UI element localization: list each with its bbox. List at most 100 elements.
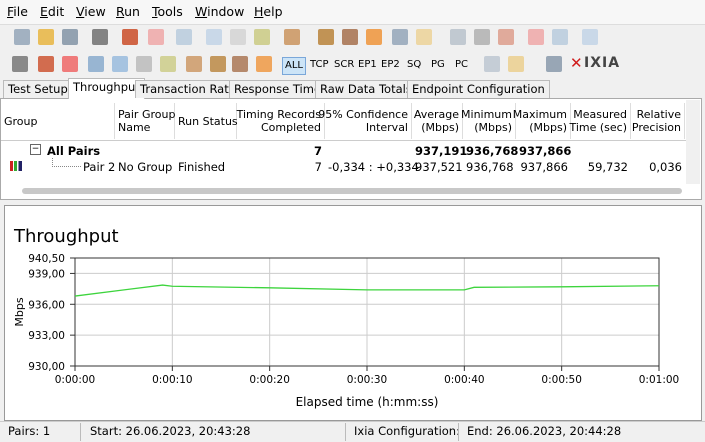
toolbar-button[interactable] — [254, 29, 270, 45]
column-header[interactable]: Relative Precision — [631, 103, 685, 139]
menu-item[interactable]: Tools — [152, 4, 183, 19]
x-tick-label: 0:01:00 — [639, 374, 679, 386]
column-header[interactable]: 95% Confidence Interval — [318, 103, 412, 139]
menu-item[interactable]: Edit — [40, 4, 65, 19]
toolbar-button[interactable] — [186, 56, 202, 72]
toolbar-button[interactable] — [366, 29, 382, 45]
header-text: (Mbps) — [474, 121, 512, 134]
table-cell: 937,866 — [519, 144, 572, 158]
y-tick-label: 940,50 — [28, 253, 65, 265]
toolbar-button[interactable] — [38, 29, 54, 45]
toolbar-button[interactable] — [122, 29, 138, 45]
filter-button[interactable]: TCP — [310, 59, 329, 70]
toolbar-button[interactable] — [12, 56, 28, 72]
toolbar-button[interactable] — [160, 56, 176, 72]
tab[interactable]: Endpoint Configuration — [407, 80, 550, 98]
column-header[interactable]: Maximum (Mbps) — [513, 103, 571, 139]
x-tick-label: 0:00:40 — [444, 374, 484, 386]
column-header[interactable]: Measured Time (sec) — [569, 103, 631, 139]
header-text: Average — [413, 108, 459, 121]
x-tick-label: 0:00:20 — [249, 374, 289, 386]
filter-button[interactable]: SQ — [407, 59, 422, 70]
menu-item[interactable]: Help — [254, 4, 283, 19]
toolbar-button[interactable] — [392, 29, 408, 45]
toolbar-button[interactable] — [176, 29, 192, 45]
toolbar-button[interactable] — [546, 56, 562, 72]
toolbar-button[interactable] — [230, 29, 246, 45]
x-tick-label: 0:00:00 — [55, 374, 95, 386]
toolbar-button[interactable] — [342, 29, 358, 45]
column-header[interactable]: Average (Mbps) — [412, 103, 463, 139]
y-tick-label: 930,00 — [28, 361, 65, 373]
toolbar-button[interactable] — [416, 29, 432, 45]
x-tick-label: 0:00:10 — [152, 374, 192, 386]
column-header[interactable]: Group — [1, 103, 115, 139]
collapse-box[interactable]: − — [30, 144, 41, 155]
horizontal-scrollbar — [22, 188, 682, 194]
column-header[interactable]: Timing Records Completed — [237, 103, 325, 139]
filter-button[interactable]: SCR — [334, 59, 355, 70]
toolbar-button[interactable] — [148, 29, 164, 45]
header-text: Name — [118, 121, 151, 134]
toolbar-button[interactable] — [232, 56, 248, 72]
toolbar-button[interactable] — [136, 56, 152, 72]
filter-button[interactable]: EP1 — [358, 59, 377, 70]
column-header[interactable]: Pair Group Name — [115, 103, 175, 139]
toolbar-button[interactable] — [210, 56, 226, 72]
filter-button[interactable]: PC — [455, 59, 469, 70]
toolbar-button[interactable] — [14, 29, 30, 45]
table-cell: Pair 2 — [83, 160, 116, 174]
toolbar-button[interactable] — [474, 29, 490, 45]
menu-item[interactable]: Window — [195, 4, 245, 19]
toolbar-button[interactable] — [582, 29, 598, 45]
filter-button[interactable]: EP2 — [381, 59, 400, 70]
toolbar-button[interactable] — [92, 29, 108, 45]
table-cell: 936,768 — [466, 160, 514, 174]
column-header[interactable]: Minimum (Mbps) — [461, 103, 516, 139]
toolbar-button[interactable] — [450, 29, 466, 45]
y-axis-label: Mbps — [13, 297, 26, 326]
table-cell: 7 — [314, 160, 322, 174]
table-cell: 937,866 — [520, 160, 568, 174]
menu-item[interactable]: Run — [116, 4, 140, 19]
toolbar-button[interactable] — [528, 29, 544, 45]
toolbar-button[interactable] — [318, 29, 334, 45]
toolbar-button[interactable] — [112, 56, 128, 72]
toolbar-button[interactable] — [484, 56, 500, 72]
plot-frame — [74, 257, 660, 367]
header-text: Interval — [365, 121, 408, 134]
tree-line — [52, 158, 81, 167]
tab[interactable]: Test Setup — [3, 80, 73, 98]
filter-button[interactable]: ALL — [282, 57, 306, 75]
toolbar-button[interactable] — [508, 56, 524, 72]
toolbar-button[interactable] — [256, 56, 272, 72]
toolbar-button[interactable] — [38, 56, 54, 72]
toolbar-button[interactable] — [498, 29, 514, 45]
x-tick-label: 0:00:50 — [541, 374, 581, 386]
data-line — [74, 284, 660, 297]
toolbar-button[interactable] — [62, 56, 78, 72]
tab[interactable]: Throughput — [68, 78, 145, 99]
table-cell: 937,521 — [415, 160, 463, 174]
toolbar-button[interactable] — [62, 29, 78, 45]
column-header[interactable]: Run Status — [175, 103, 238, 139]
menu-item[interactable]: View — [76, 4, 106, 19]
table-cell: 59,732 — [587, 160, 628, 174]
status-separator — [80, 423, 81, 441]
x-axis-label: Elapsed time (h:mm:ss) — [296, 395, 439, 409]
table-cell: All Pairs — [47, 144, 101, 158]
header-text: Group — [4, 114, 38, 128]
status-field: Pairs: 1 — [8, 424, 51, 438]
filter-button[interactable]: PG — [431, 59, 445, 70]
y-tick-label: 933,00 — [28, 330, 65, 342]
menu-item[interactable]: File — [7, 4, 28, 19]
tab[interactable]: Response Time — [229, 80, 327, 98]
tab[interactable]: Raw Data Totals — [315, 80, 417, 98]
tab[interactable]: Transaction Rate — [135, 80, 241, 98]
toolbar-button[interactable] — [552, 29, 568, 45]
toolbar-button[interactable] — [284, 29, 300, 45]
toolbar-button[interactable] — [88, 56, 104, 72]
toolbar-button[interactable] — [206, 29, 222, 45]
header-text: Completed — [261, 121, 321, 134]
